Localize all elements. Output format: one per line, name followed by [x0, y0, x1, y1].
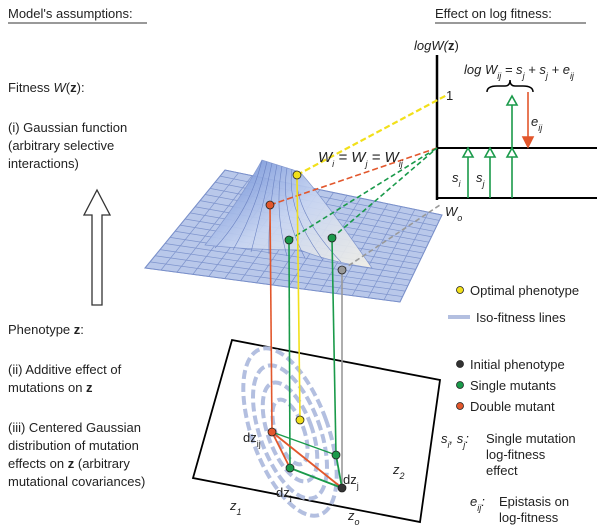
label: Wi = Wj = Wij — [318, 149, 404, 169]
label: eij — [531, 114, 543, 133]
label: effects on z (arbitrary — [8, 456, 130, 471]
label: mutations on z — [8, 380, 93, 395]
legend-dot — [457, 403, 464, 410]
phenotype-dot — [268, 428, 276, 436]
legend-text: effect — [486, 463, 518, 478]
label-part: e — [531, 114, 538, 129]
label-part: j — [356, 481, 359, 491]
phenotype-dot — [285, 236, 293, 244]
label-part: = s — [501, 62, 523, 77]
label: si, sj: — [441, 431, 469, 450]
label-part: 1 — [237, 507, 242, 517]
legend-text: log-fitness — [486, 447, 546, 462]
phenotype-dot — [328, 234, 336, 242]
label-part: Fitness — [8, 80, 54, 95]
up-arrow — [84, 190, 110, 305]
label-part: ij — [257, 439, 261, 449]
label: (iii) Centered Gaussian — [8, 420, 141, 435]
brace — [487, 80, 533, 92]
label: interactions) — [8, 156, 79, 171]
label-part: + e — [548, 62, 570, 77]
label-part: dz — [243, 430, 257, 445]
label-part: mutations on — [8, 380, 86, 395]
label-part: 2 — [399, 471, 405, 481]
label-part: dz — [276, 485, 290, 500]
label-part: z — [86, 380, 93, 395]
label: Fitness W(z): — [8, 80, 85, 95]
legend-text: Single mutation — [486, 431, 576, 446]
label-part: = W — [367, 149, 400, 166]
phenotype-plane-outline — [193, 340, 440, 522]
legend-text: log-fitness — [499, 510, 559, 525]
label-part: ij — [399, 159, 404, 169]
label: si — [452, 170, 462, 189]
label: distribution of mutation — [8, 438, 139, 453]
label-part: = W — [334, 149, 367, 166]
label: logW(z) — [414, 38, 459, 53]
label-part: , s — [450, 431, 464, 446]
legend-text: Epistasis on — [499, 494, 569, 509]
label-part: : — [481, 494, 485, 509]
label: eij: — [470, 494, 485, 513]
label: dzi — [276, 485, 292, 504]
label-part: j — [482, 179, 486, 189]
label: Phenotype z: — [8, 322, 84, 337]
label-part: ) — [454, 38, 458, 53]
label-part: i — [290, 494, 292, 504]
legend-text: Single mutants — [470, 378, 556, 393]
header: Model's assumptions: — [8, 6, 133, 21]
phenotype-dot — [266, 201, 274, 209]
label: mutational covariances) — [8, 474, 145, 489]
fitness-surface — [145, 160, 442, 302]
label-part: ): — [77, 80, 85, 95]
legend-text: Optimal phenotype — [470, 283, 579, 298]
label-part: o — [457, 213, 462, 223]
label-part: (arbitrary — [74, 456, 130, 471]
label: 1 — [446, 88, 453, 103]
legend-text: Initial phenotype — [470, 357, 565, 372]
label-part: + s — [525, 62, 547, 77]
label-part: (ii) Additive effect of — [8, 362, 122, 377]
label-part: : — [465, 431, 469, 446]
label-part: e — [470, 494, 477, 509]
label-part: Phenotype — [8, 322, 74, 337]
phenotype-dot — [296, 416, 304, 424]
label: (ii) Additive effect of — [8, 362, 122, 377]
label-part: (iii) Centered Gaussian — [8, 420, 141, 435]
label-part: mutational covariances) — [8, 474, 145, 489]
legend-dot — [457, 287, 464, 294]
legend-dot — [457, 382, 464, 389]
label-part: i — [459, 179, 462, 189]
label: (i) Gaussian function — [8, 120, 127, 135]
phenotype-dot — [332, 451, 340, 459]
vertical-link — [289, 240, 290, 468]
label: zo — [347, 508, 360, 527]
label: sj — [476, 170, 486, 189]
legend-text: Double mutant — [470, 399, 555, 414]
label-part: log W — [464, 62, 499, 77]
figure: Model's assumptions: Effect on log fitnes… — [0, 0, 615, 531]
label-part: logW( — [414, 38, 450, 53]
header: Effect on log fitness: — [435, 6, 552, 21]
label: log Wij = sj + sj + eij — [464, 62, 575, 81]
legend-dot — [457, 361, 464, 368]
legend-text: Iso-fitness lines — [476, 310, 566, 325]
label: (arbitrary selective — [8, 138, 114, 153]
label-part: effects on — [8, 456, 68, 471]
label-part: ij — [570, 71, 575, 81]
label: Wo — [445, 204, 462, 223]
label-part: distribution of mutation — [8, 438, 139, 453]
label-part: dz — [343, 472, 357, 487]
phenotype-dot — [338, 266, 346, 274]
phenotype-dot — [293, 171, 301, 179]
label: z2 — [392, 462, 405, 481]
phenotype-dot — [286, 464, 294, 472]
label: z1 — [229, 498, 242, 517]
label-part: : — [80, 322, 84, 337]
label-part: ij — [538, 123, 543, 133]
label-part: o — [355, 517, 360, 527]
